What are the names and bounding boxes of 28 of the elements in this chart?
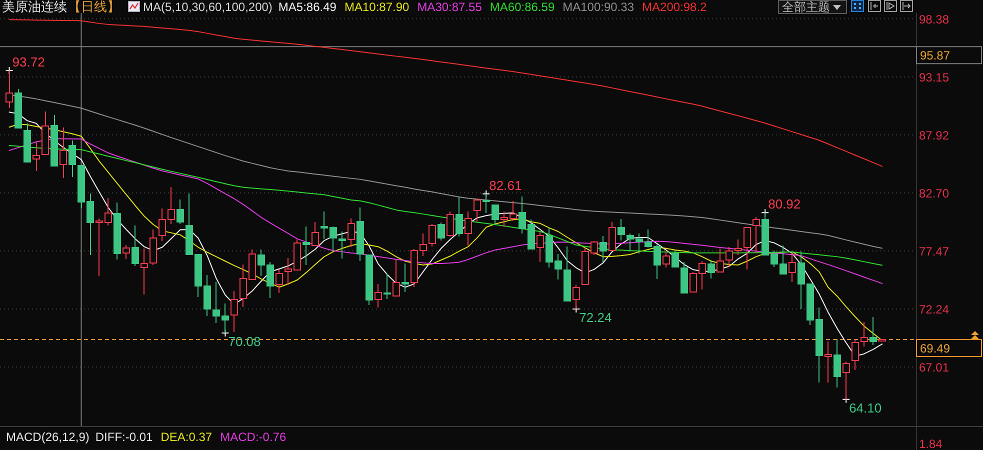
ref-line-label: 95.87 [920,48,950,63]
annotation: 64.10 [849,400,882,416]
y-tick-label: 82.70 [919,186,950,200]
annotation: 70.08 [228,334,261,349]
ref-line-label: 69.49 [920,342,950,356]
button: 全部主题 [778,0,847,14]
annotation: 全部主题 [782,0,830,14]
annotation: 72.24 [579,310,612,325]
y-tick-label: 72.24 [919,302,950,316]
ref-label: 69.49 [916,339,982,358]
y-tick-label: 77.47 [919,244,950,258]
legend-title: MA(5,10,30,60,100,200) [143,0,272,14]
annotation: 93.72 [12,54,45,70]
annotation: 82.61 [489,178,522,193]
text: MACD(26,12,9) [6,430,90,444]
text: DIFF:-0.01 [95,430,154,444]
y-tick-label: 87.92 [919,128,950,142]
annotation: 80.92 [768,196,801,212]
ref-label: 95.87 [916,46,982,64]
legend: MA(5,10,30,60,100,200) MA5:86.49 MA10:87.90 MA30:87.55 MA60:86.59 MA100:90.33 MA200:98.2 [128,0,707,14]
y-tick-label: 93.15 [919,70,950,84]
chart-subtitle: 【日线】 [68,0,120,14]
text: DEA:0.37 [160,430,212,444]
y-tick-label: 98.38 [919,12,950,26]
chart-title: 美原油连续 [2,0,67,14]
y-tick-label: 67.01 [919,360,950,375]
text: 1.84 [919,437,943,450]
text: MACD:-0.76 [220,430,286,444]
